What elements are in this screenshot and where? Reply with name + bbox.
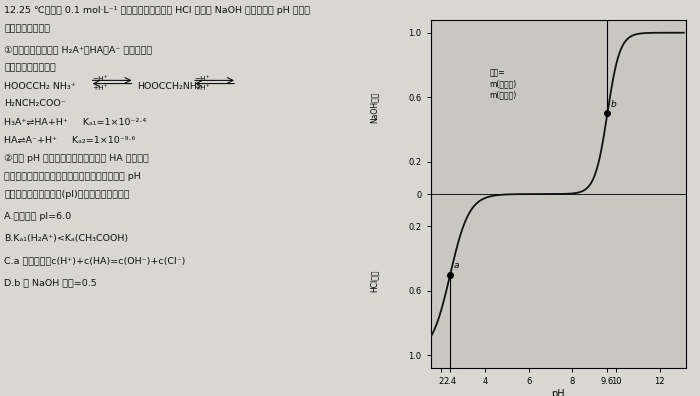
Text: ①在溶液中甘氨酸以 H₂A⁺、HA、A⁻ 三种形式存: ①在溶液中甘氨酸以 H₂A⁺、HA、A⁻ 三种形式存 <box>4 46 153 55</box>
Text: HOOCCH₂ NH₃⁺: HOOCCH₂ NH₃⁺ <box>4 82 76 91</box>
Text: b: b <box>610 99 617 109</box>
Text: C.a 点溶液中，c(H⁺)+c(HA)=c(OH⁻)+c(Cl⁻): C.a 点溶液中，c(H⁺)+c(HA)=c(OH⁻)+c(Cl⁻) <box>4 257 186 266</box>
Text: ②在某 pH 下，溶液中甘氨酸主要以 HA 存在，且: ②在某 pH 下，溶液中甘氨酸主要以 HA 存在，且 <box>4 154 149 163</box>
Text: B.Kₐ₁(H₂A⁺)<Kₐ(CH₃COOH): B.Kₐ₁(H₂A⁺)<Kₐ(CH₃COOH) <box>4 234 128 244</box>
Text: a: a <box>454 261 459 270</box>
Text: +H⁺: +H⁺ <box>195 85 210 91</box>
Text: H₂NCH₂COO⁻: H₂NCH₂COO⁻ <box>4 99 66 109</box>
Text: 称为该氨基酸的等电点(pI)。下列说法正确的是: 称为该氨基酸的等电点(pI)。下列说法正确的是 <box>4 190 130 199</box>
X-axis label: pH: pH <box>552 389 565 396</box>
Text: D.b 点 NaOH 当量=0.5: D.b 点 NaOH 当量=0.5 <box>4 279 97 288</box>
Text: 当量=
m(酸或碘)
m(甘氨酸): 当量= m(酸或碘) m(甘氨酸) <box>489 68 517 99</box>
Text: HA⇌A⁻+H⁺     Kₐ₂=1×10⁻⁹·⁶: HA⇌A⁻+H⁺ Kₐ₂=1×10⁻⁹·⁶ <box>4 135 136 145</box>
Text: HCl当量: HCl当量 <box>370 270 379 292</box>
Text: H₃A⁺⇌HA+H⁺     Kₐ₁=1×10⁻²·⁴: H₃A⁺⇌HA+H⁺ Kₐ₁=1×10⁻²·⁴ <box>4 117 146 126</box>
Text: NaOH当量: NaOH当量 <box>370 91 379 123</box>
Text: A.甘氨酸的 pI=6.0: A.甘氨酸的 pI=6.0 <box>4 212 71 221</box>
Text: 甘氨酸整体所带的正、负电荷数目相等，此时的 pH: 甘氨酸整体所带的正、负电荷数目相等，此时的 pH <box>4 172 141 181</box>
Text: HOOCCH₂NH₂: HOOCCH₂NH₂ <box>136 82 200 91</box>
Text: 12.25 ℃时，向 0.1 mol·L⁻¹ 甘氨酸水溶液中通入 HCl 或加入 NaOH 固体，溶液 pH 变化曲: 12.25 ℃时，向 0.1 mol·L⁻¹ 甘氨酸水溶液中通入 HCl 或加入… <box>4 6 310 15</box>
Text: 在，且有如下平衡：: 在，且有如下平衡： <box>4 63 56 72</box>
Text: −H⁺: −H⁺ <box>195 76 210 82</box>
Text: −H⁺: −H⁺ <box>92 76 107 82</box>
Text: +H⁺: +H⁺ <box>92 85 107 91</box>
Text: 线如图示。已知：: 线如图示。已知： <box>4 25 50 34</box>
